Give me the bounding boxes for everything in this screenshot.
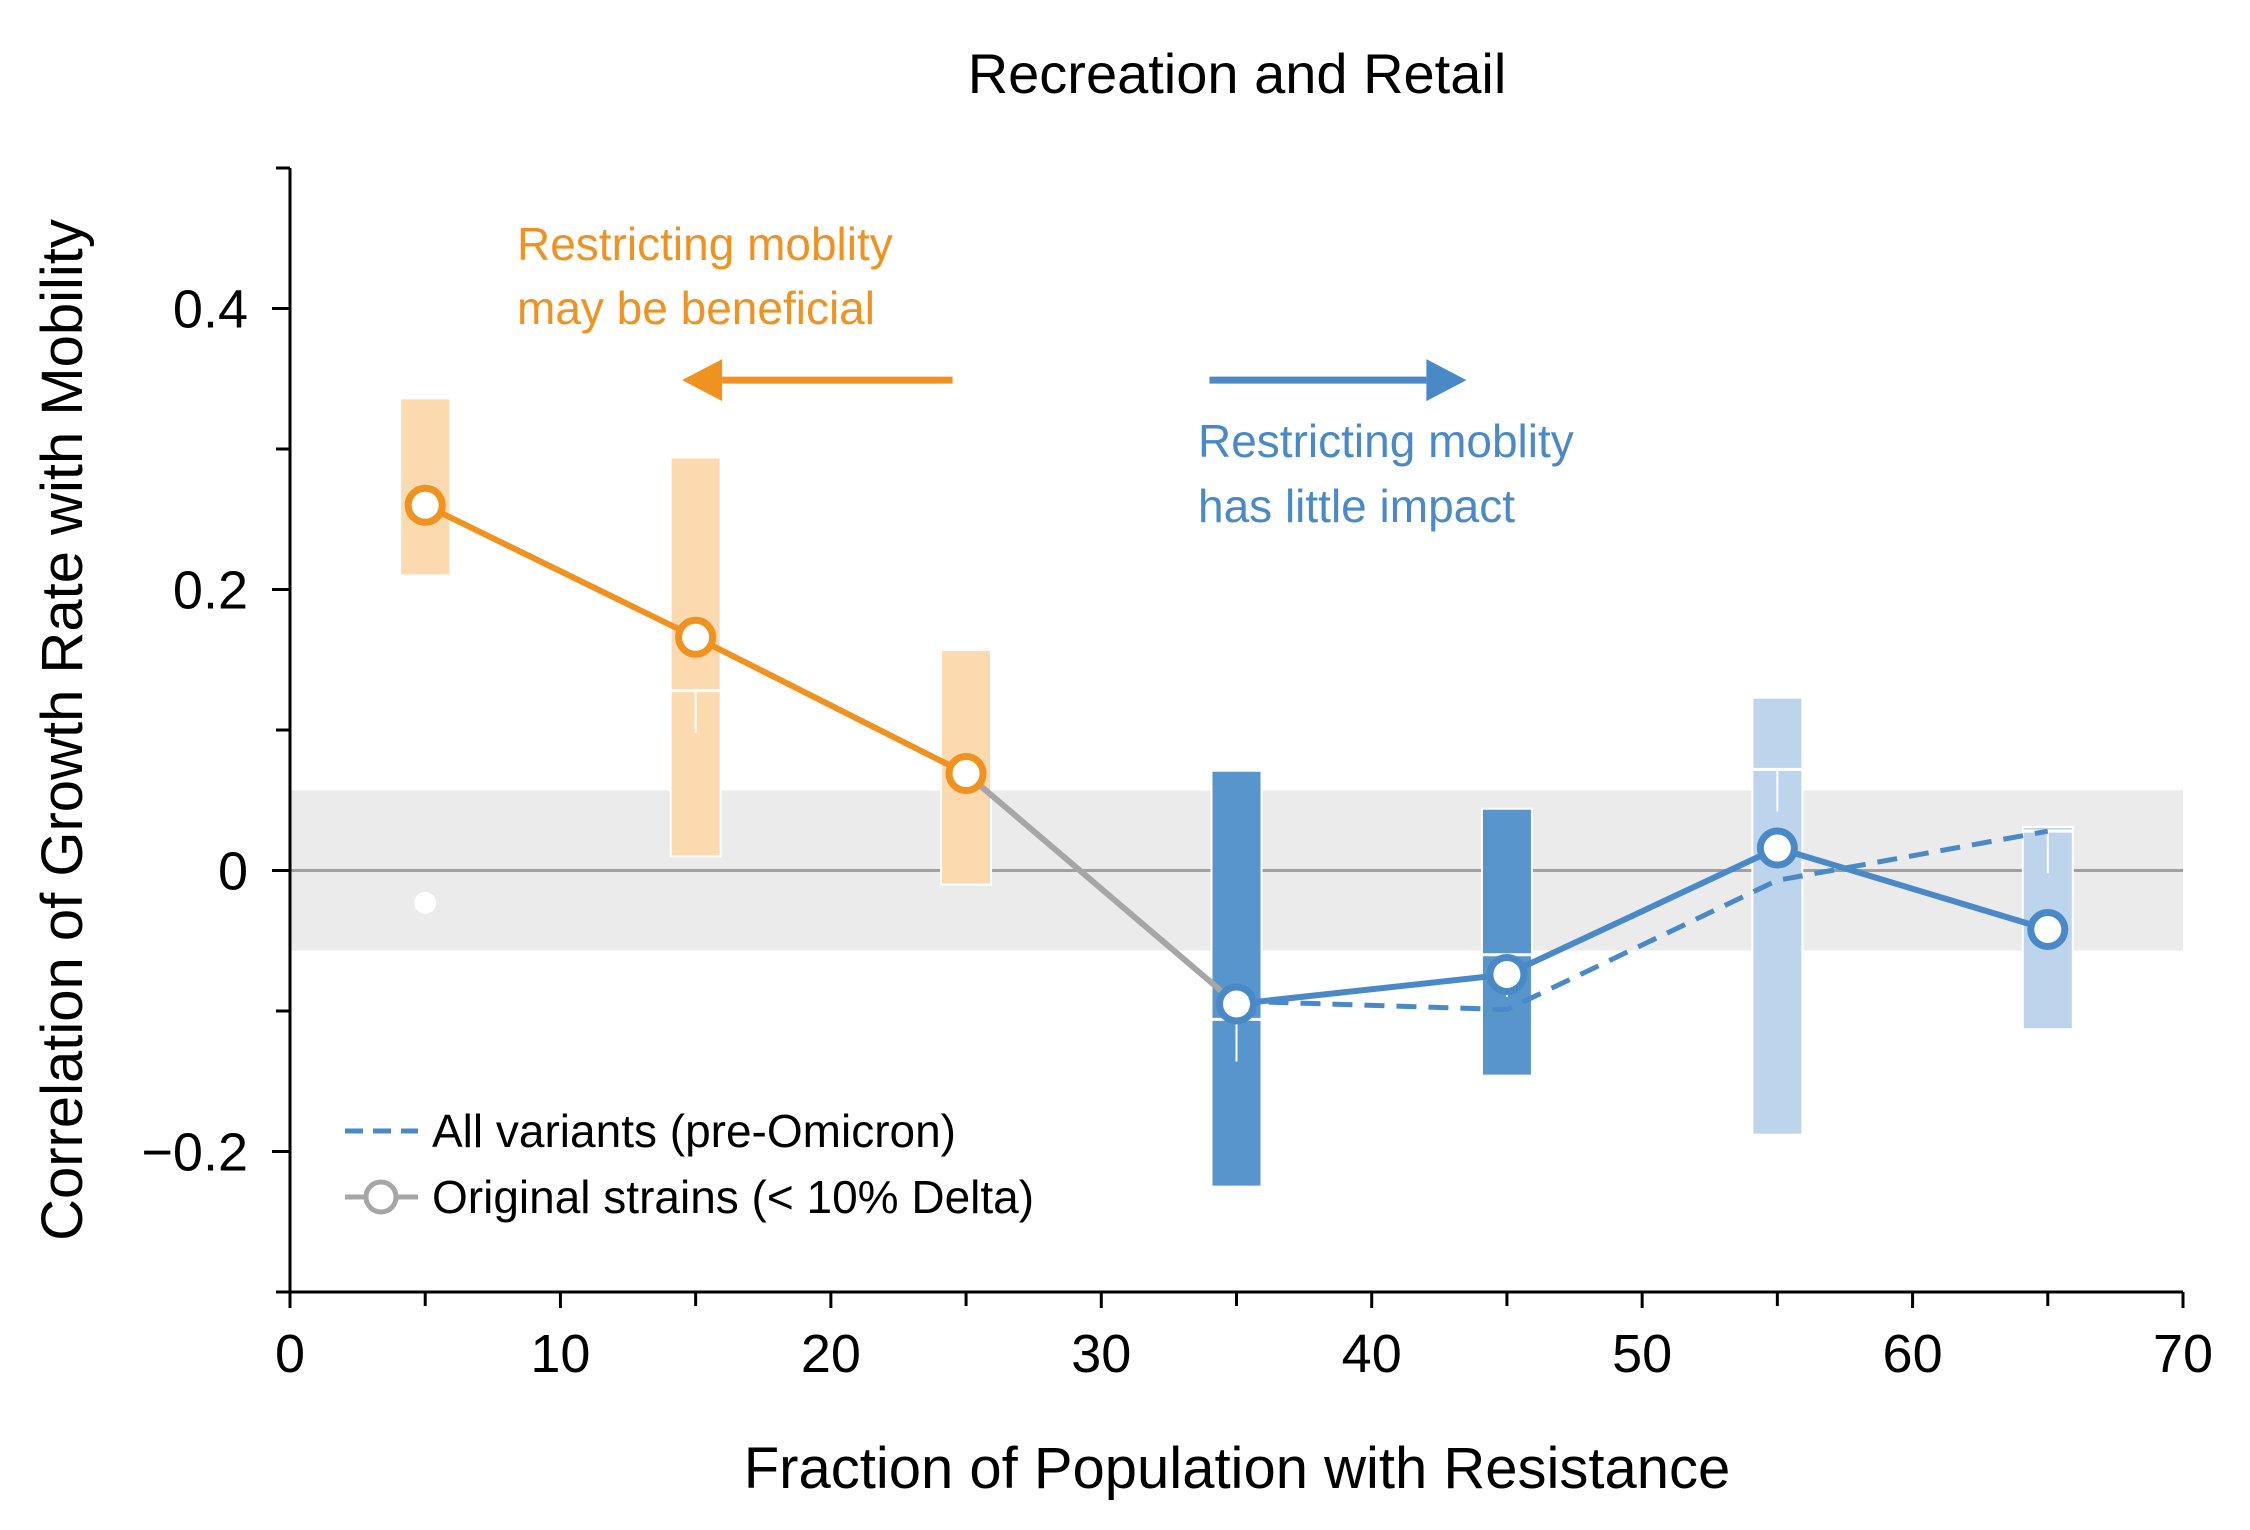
right-annotation-line1: Restricting moblity	[1198, 415, 1574, 467]
x-tick-label: 40	[1342, 1324, 1402, 1384]
main-point	[1756, 827, 1798, 869]
left-arrow-head	[682, 359, 723, 402]
x-tick-label: 60	[1883, 1324, 1943, 1384]
x-tick-label: 20	[801, 1324, 861, 1384]
y-tick-label: 0	[218, 842, 248, 902]
original-strains-layer	[414, 689, 2073, 1062]
x-tick-label: 70	[2153, 1324, 2213, 1384]
main-line-segment	[1776, 845, 2049, 933]
legend-label-original-strains: Original strains (< 10% Delta)	[432, 1171, 1034, 1223]
axes-layer: 0 10 20 30 40 50 60 70 0.4 0.2 0 −0.2	[141, 166, 2213, 1384]
annotation-arrows	[682, 359, 1467, 402]
y-tick-label: 0.2	[173, 561, 248, 621]
right-arrow-head	[1426, 359, 1467, 402]
ci-bar	[1210, 769, 1263, 1188]
x-axis-label: Fraction of Population with Resistance	[744, 1436, 1731, 1501]
main-point	[945, 753, 987, 795]
main-point	[675, 616, 717, 658]
all-variants-dashed-line	[1236, 828, 2049, 1013]
ci-bar	[1480, 807, 1533, 1077]
main-line-segment	[423, 502, 697, 640]
left-annotation-line2: may be beneficial	[517, 282, 875, 334]
main-point	[404, 484, 446, 526]
main-line-segment	[694, 634, 968, 777]
legend-gray-circle-icon	[363, 1179, 399, 1215]
series-lines-layer	[423, 502, 2049, 1013]
legend-label-all-variants: All variants (pre-Omicron)	[432, 1105, 956, 1157]
legend: All variants (pre-Omicron) Original stra…	[345, 1105, 1034, 1223]
main-point	[1216, 983, 1257, 1025]
series-points-layer	[404, 484, 2069, 1025]
main-point	[1486, 953, 1528, 995]
original-strain-point	[414, 891, 437, 914]
main-line-segment	[1505, 845, 1779, 978]
y-axis-label: Correlation of Growth Rate with Mobility	[30, 219, 95, 1241]
x-tick-label: 50	[1612, 1324, 1672, 1384]
y-tick-label: −0.2	[141, 1123, 248, 1183]
x-tick-label: 0	[275, 1324, 305, 1384]
x-tick-label: 10	[530, 1324, 590, 1384]
main-point	[2027, 909, 2069, 951]
x-tick-label: 30	[1071, 1324, 1131, 1384]
main-line-segment	[964, 771, 1239, 1007]
ci-bars-layer	[399, 397, 2074, 1188]
left-annotation-line1: Restricting moblity	[517, 218, 893, 270]
ci-bar	[1751, 696, 1804, 1136]
main-line-segment	[1236, 971, 1508, 1007]
right-annotation-line2: has little impact	[1198, 480, 1515, 532]
chart-title: Recreation and Retail	[968, 42, 1507, 105]
y-tick-label: 0.4	[173, 280, 248, 340]
